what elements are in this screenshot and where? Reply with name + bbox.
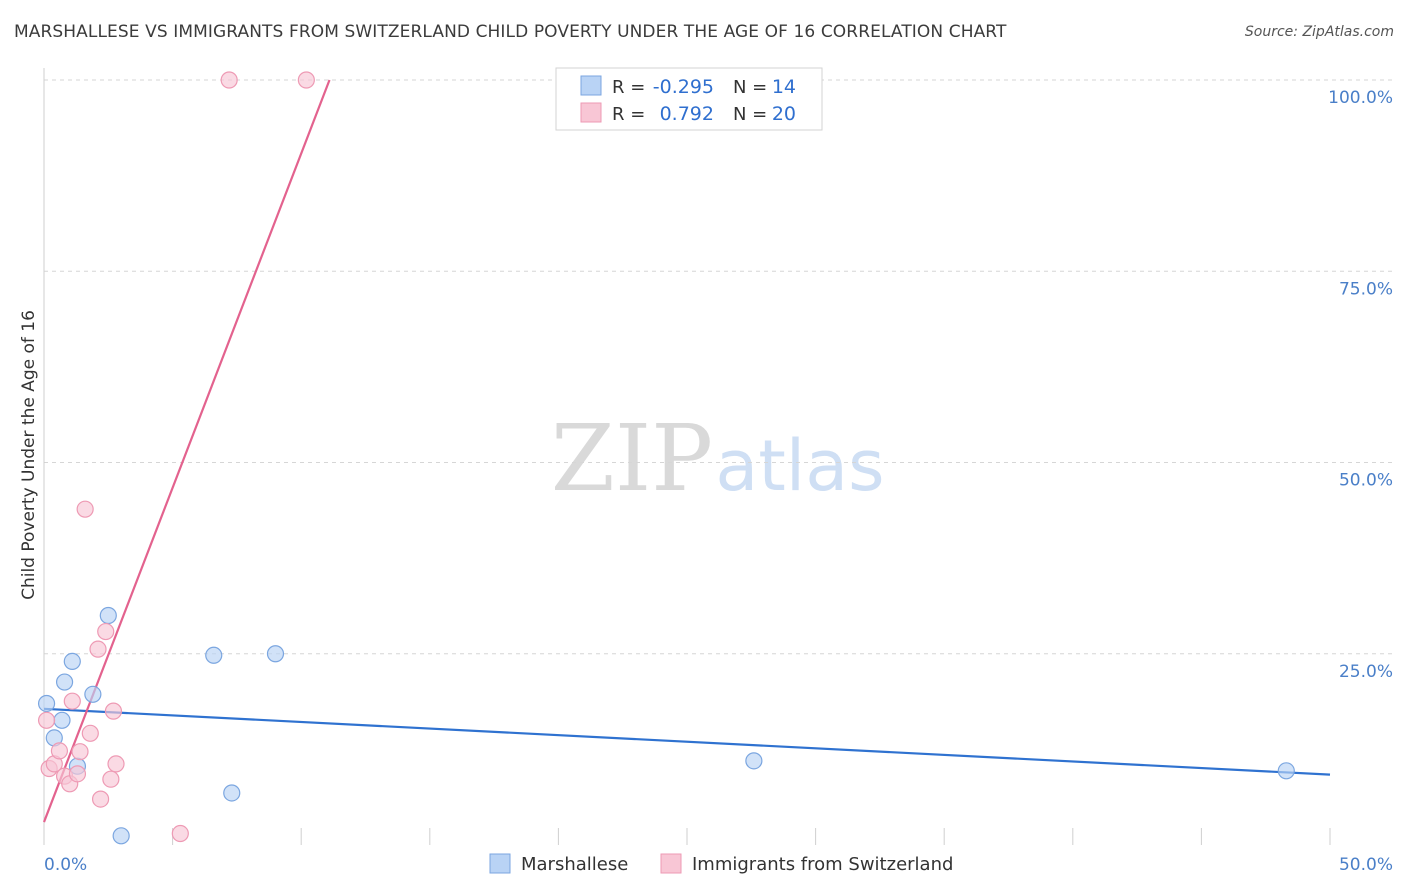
data-point-marshallese [37, 694, 56, 713]
trend-line-marshallese [43, 707, 1331, 776]
legend-r-value: -0.295 [653, 76, 714, 98]
data-point-marshallese [745, 752, 763, 770]
data-point-marshallese [63, 652, 81, 671]
grid-layer [44, 79, 1392, 655]
data-point-marshallese [55, 673, 74, 691]
data-point-switzerland [91, 790, 110, 808]
legend-item-switzerland[interactable]: Immigrants from Switzerland [692, 854, 953, 875]
legend-swatch-marshallese [580, 75, 602, 96]
data-point-switzerland [37, 711, 56, 729]
data-point-switzerland [102, 770, 120, 788]
data-point-switzerland [171, 824, 189, 843]
data-point-switzerland [81, 724, 99, 742]
legend-item-marshallese-swatch[interactable] [489, 853, 511, 874]
data-point-switzerland [97, 622, 115, 641]
data-point-marshallese [205, 646, 223, 664]
data-point-marshallese [112, 827, 130, 845]
data-point-marshallese [1277, 762, 1295, 780]
x-tick-label: 0.0% [44, 855, 87, 875]
data-point-switzerland [63, 692, 81, 710]
data-point-marshallese [53, 711, 71, 729]
data-point-switzerland [107, 755, 125, 773]
legend-swatch-switzerland [580, 102, 602, 123]
legend-item-switzerland-swatch[interactable] [660, 853, 682, 874]
y-tick-label: 100.0% [1328, 88, 1393, 108]
x-tick-label: 50.0% [1339, 855, 1393, 875]
source-credit: Source: ZipAtlas.com [1244, 24, 1394, 40]
data-point-switzerland [68, 765, 87, 783]
data-point-switzerland [104, 702, 123, 720]
data-point-marshallese [99, 606, 117, 625]
data-point-switzerland [220, 71, 238, 89]
y-axis-label: Child Poverty Under the Age of 16 [19, 310, 39, 600]
point-layer [37, 71, 1295, 845]
legend-r-value: 0.792 [660, 103, 714, 125]
data-point-switzerland [71, 743, 89, 761]
y-tick-label: 50.0% [1339, 471, 1393, 491]
legend-n-value: 14 [772, 76, 796, 98]
series-legend: Marshallese Immigrants from Switzerland [489, 853, 953, 875]
y-tick-label: 25.0% [1339, 662, 1393, 682]
legend-n-label: N = [733, 104, 767, 125]
legend-n-value: 20 [772, 103, 796, 125]
y-tick-label: 75.0% [1339, 279, 1393, 299]
data-point-switzerland [89, 640, 107, 658]
legend-n-label: N = [733, 77, 767, 98]
axis-layer: 25.0% 50.0% 75.0% 100.0% 0.0% 50.0% [43, 68, 1393, 875]
data-point-switzerland [50, 742, 69, 760]
data-point-switzerland [76, 500, 94, 518]
trend-line-switzerland [42, 79, 331, 823]
data-point-marshallese [84, 685, 102, 703]
legend-r-label: R = [612, 104, 645, 125]
watermark-atlas: atlas [715, 425, 884, 507]
watermark-zip: ZIP [551, 405, 713, 512]
legend-item-marshallese[interactable]: Marshallese [521, 854, 628, 875]
data-point-marshallese [223, 784, 241, 802]
chart-title: MARSHALLESE VS IMMIGRANTS FROM SWITZERLA… [14, 22, 1007, 42]
correlation-legend: R = -0.295 N = 14 R = 0.792 N = 20 [555, 67, 823, 131]
data-point-switzerland [297, 71, 315, 89]
legend-r-label: R = [612, 77, 645, 98]
data-point-marshallese [266, 645, 285, 663]
